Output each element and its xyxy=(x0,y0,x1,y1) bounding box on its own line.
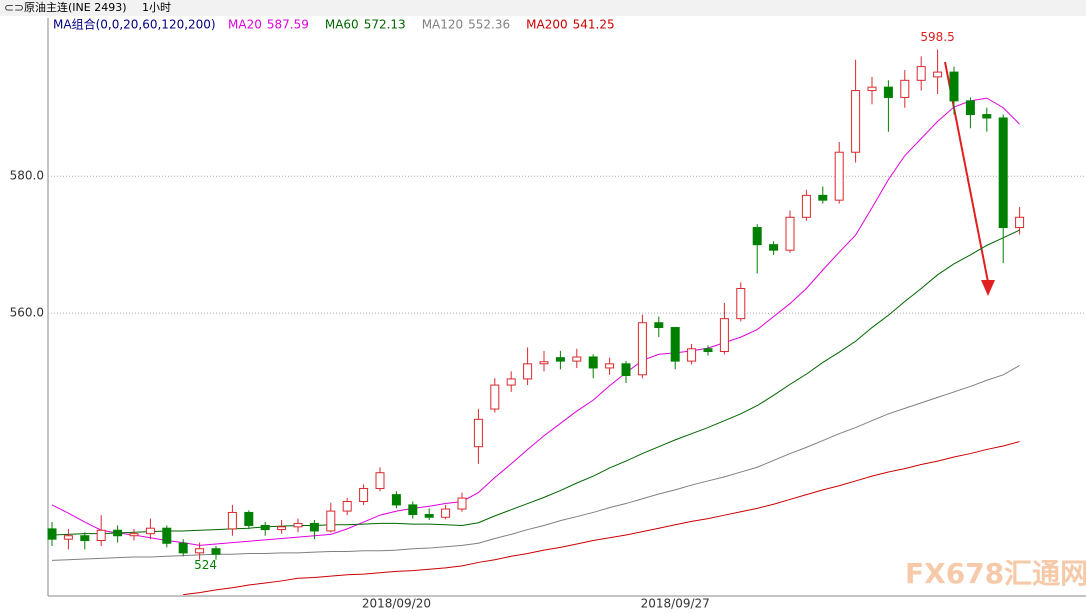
candle-body xyxy=(851,90,861,153)
candle-body xyxy=(982,114,992,119)
candle-body xyxy=(195,548,205,554)
legend-value: 541.25 xyxy=(573,18,615,32)
watermark: FX678汇通网 xyxy=(905,557,1086,590)
candle-body xyxy=(998,117,1008,229)
y-tick-label: 580.0 xyxy=(10,169,44,183)
legend-name: MA200 xyxy=(526,18,567,32)
candle-body xyxy=(965,100,975,116)
high-label: 598.5 xyxy=(920,30,954,44)
candle-body xyxy=(949,71,959,102)
candle-body xyxy=(703,348,713,353)
candle-body xyxy=(637,322,647,376)
candle-body xyxy=(309,522,319,532)
candle-body xyxy=(424,514,434,518)
candle-body xyxy=(441,508,451,518)
candle-body xyxy=(391,494,401,506)
candle-body xyxy=(129,533,139,537)
candle-body xyxy=(818,194,828,201)
candle-body xyxy=(588,356,598,369)
toolbar-icon: ⊂⊃ xyxy=(4,1,24,15)
candle-body xyxy=(1015,216,1025,229)
candle-body xyxy=(47,528,57,540)
candle-body xyxy=(736,288,746,320)
candle-body xyxy=(326,510,336,532)
candle-body xyxy=(211,548,221,555)
candle-body xyxy=(834,151,844,201)
candle-body xyxy=(539,361,549,365)
candle-body xyxy=(178,542,188,554)
period[interactable]: 1小时 xyxy=(142,1,171,14)
candle-body xyxy=(408,504,418,516)
candle-body xyxy=(572,356,582,362)
candle-body xyxy=(900,79,910,98)
candle-body xyxy=(916,66,926,81)
candle-body xyxy=(359,487,369,502)
x-tick-label: 2018/09/27 xyxy=(641,597,710,610)
candle-body xyxy=(769,244,779,251)
candle-body xyxy=(621,363,631,376)
candle-body xyxy=(801,194,811,218)
candle-body xyxy=(490,384,500,410)
legend-value: 587.59 xyxy=(267,18,309,32)
candle-body xyxy=(63,535,73,540)
toolbar xyxy=(0,0,1086,16)
candle-body xyxy=(473,418,483,448)
chart-title: 原油主连(INE 2493) xyxy=(24,0,127,14)
candle-body xyxy=(867,86,877,92)
candle-body xyxy=(260,524,270,531)
candle-body xyxy=(342,500,352,512)
candle-body xyxy=(752,227,762,246)
indicator[interactable]: MA组合(0,0,20,60,120,200) xyxy=(53,17,216,32)
low-label: 524 xyxy=(194,558,217,572)
legend-name: MA20 xyxy=(228,18,262,32)
candle-body xyxy=(719,318,729,353)
candle-body xyxy=(933,71,943,78)
legend-name: MA60 xyxy=(325,18,359,32)
y-tick-label: 560.0 xyxy=(10,306,44,320)
candle-body xyxy=(277,526,287,531)
legend-value: 572.13 xyxy=(364,18,406,32)
candle-body xyxy=(96,529,106,542)
candle-body xyxy=(785,216,795,251)
candle-body xyxy=(883,86,893,98)
ma-line xyxy=(51,97,1020,546)
legend-name: MA120 xyxy=(422,18,463,32)
candle-body xyxy=(670,327,680,362)
candle-body xyxy=(145,527,155,535)
candle-body xyxy=(80,535,90,542)
candle-body xyxy=(244,511,254,526)
candle-body xyxy=(654,322,664,329)
legend-value: 552.36 xyxy=(468,18,510,32)
candle-body xyxy=(555,357,565,362)
candle-body xyxy=(293,522,303,528)
candle-body xyxy=(605,363,615,369)
candle-body xyxy=(113,529,123,537)
candle-body xyxy=(506,378,516,386)
candle-body xyxy=(457,497,467,510)
candle-body xyxy=(162,527,172,544)
candle-body xyxy=(227,511,237,530)
candle-body xyxy=(375,472,385,489)
ma-line xyxy=(183,441,1020,596)
candle-body xyxy=(523,363,533,380)
arrow-head xyxy=(981,280,995,296)
ma-line xyxy=(51,229,1020,536)
candle-body xyxy=(687,348,697,362)
x-tick-label: 2018/09/20 xyxy=(362,597,431,610)
